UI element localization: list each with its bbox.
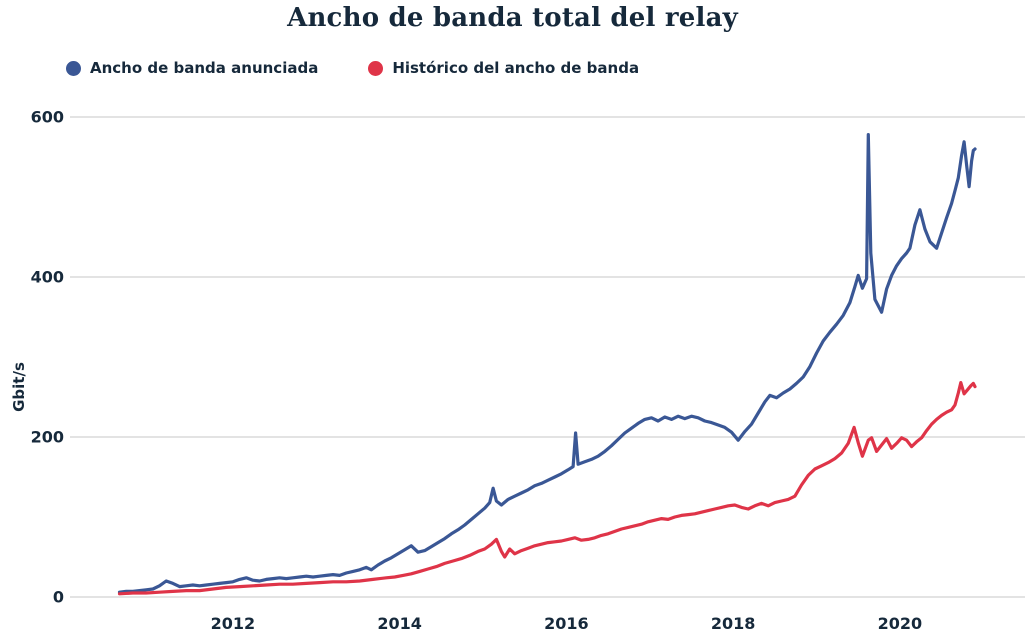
chart-legend: Ancho de banda anunciada Histórico del a…: [66, 59, 639, 77]
legend-item-advertised-bandwidth: Ancho de banda anunciada: [66, 59, 318, 77]
legend-dot-blue-icon: [66, 60, 81, 76]
y-tick-label-0: 0: [53, 588, 64, 607]
series-line-advertised-bandwidth: [117, 133, 977, 594]
x-tick-label-2012: 2012: [211, 614, 256, 633]
legend-item-bandwidth-history: Histórico del ancho de banda: [368, 59, 639, 77]
x-tick-label-2014: 2014: [377, 614, 422, 633]
y-tick-label-600: 600: [31, 108, 64, 127]
legend-label-advertised-bandwidth: Ancho de banda anunciada: [90, 59, 319, 77]
chart-title: Ancho de banda total del relay: [287, 3, 738, 33]
legend-dot-red-icon: [368, 60, 384, 76]
legend-label-bandwidth-history: Histórico del ancho de banda: [392, 59, 640, 77]
x-tick-label-2020: 2020: [878, 614, 923, 633]
series-line-bandwidth-history: [117, 381, 977, 596]
y-tick-label-400: 400: [31, 268, 64, 287]
x-tick-label-2016: 2016: [544, 614, 589, 633]
y-tick-label-200: 200: [31, 428, 64, 447]
x-tick-label-2018: 2018: [711, 614, 756, 633]
